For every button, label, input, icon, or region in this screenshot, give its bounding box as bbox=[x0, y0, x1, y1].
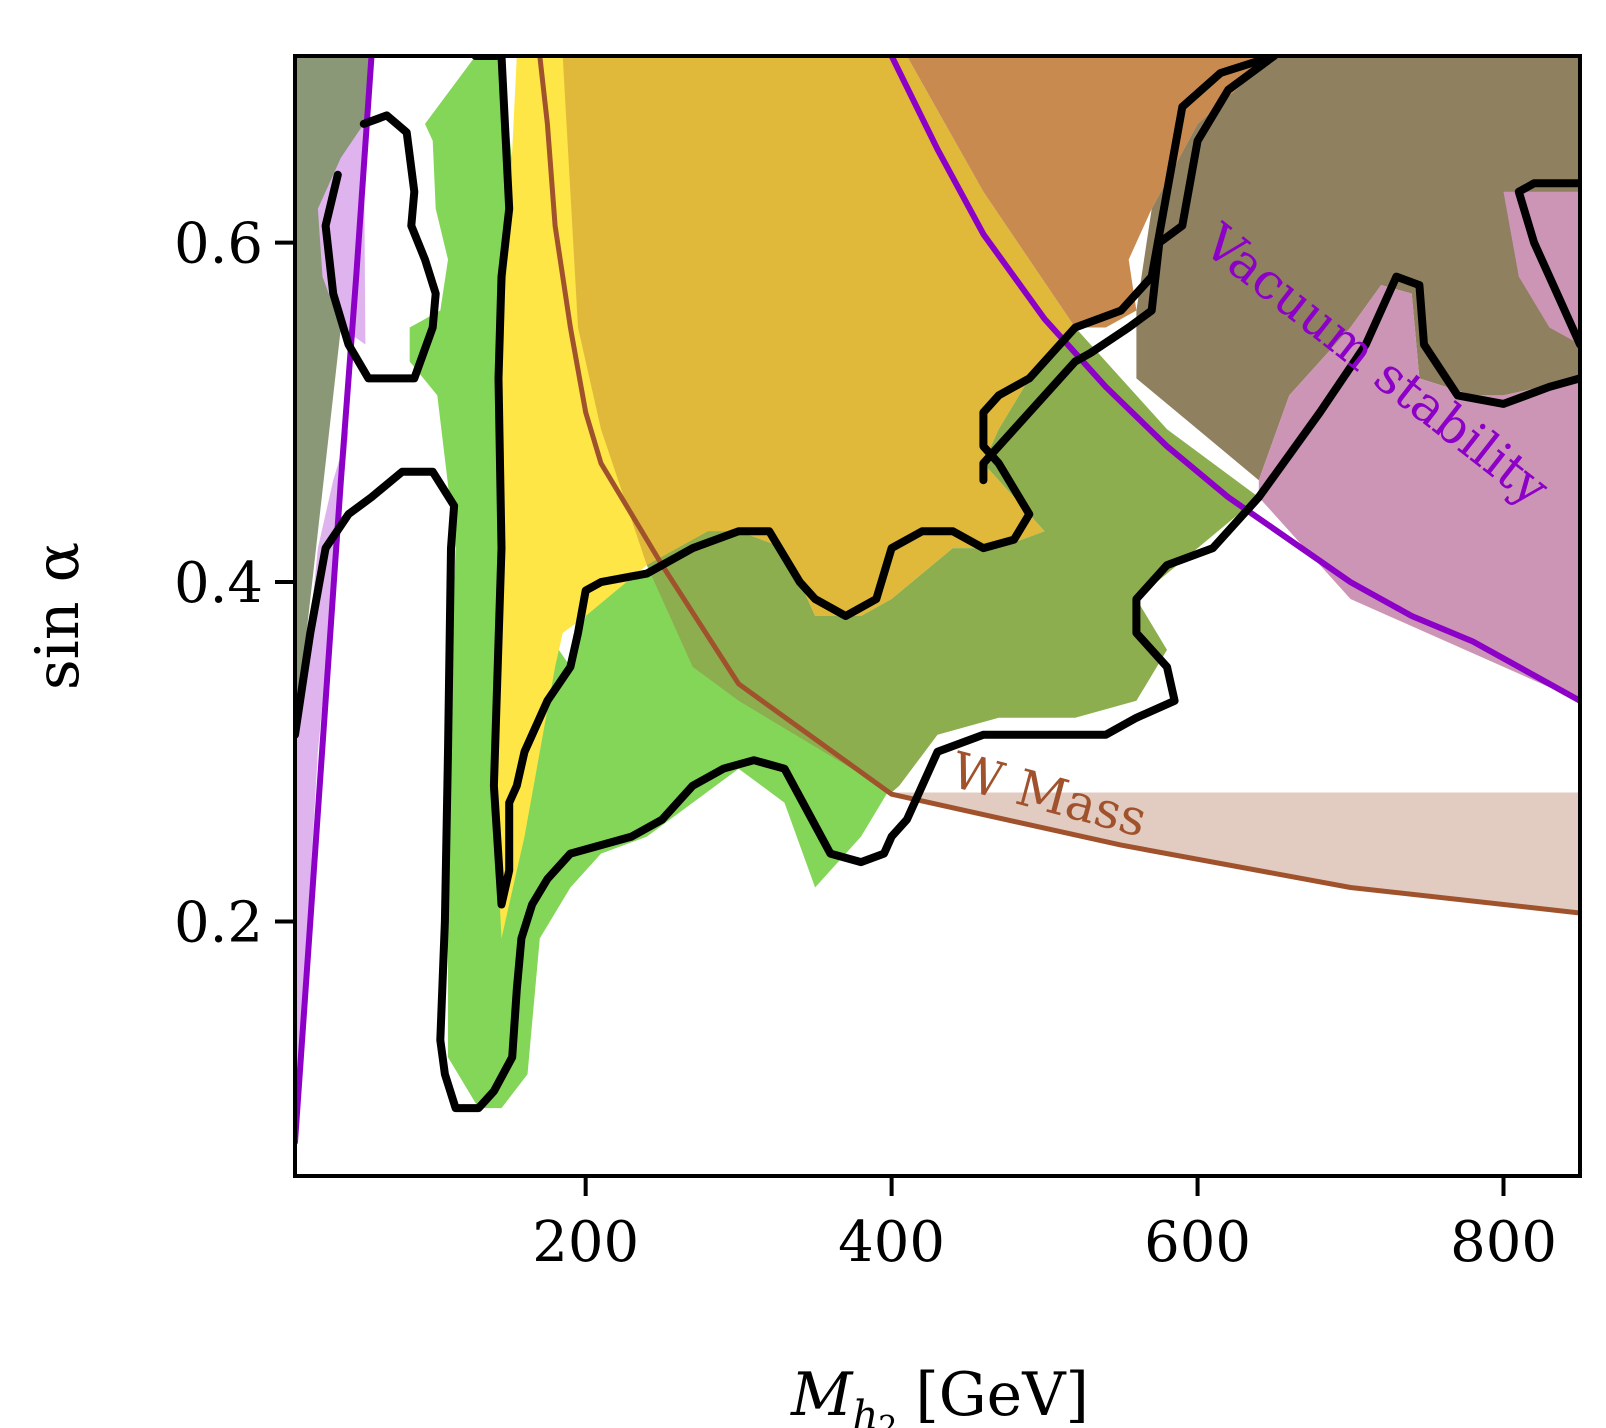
x-tick-label: 200 bbox=[532, 1210, 639, 1275]
x-tick-label: 600 bbox=[1144, 1210, 1251, 1275]
x-axis-title-unit: [GeV] bbox=[915, 1360, 1089, 1428]
vacuum-stability-line bbox=[888, 56, 1580, 704]
y-axis-title: sin α bbox=[23, 542, 93, 690]
contour-hole bbox=[321, 111, 440, 383]
x-axis-title: Mh2 [GeV] bbox=[790, 1360, 1089, 1428]
olive-region bbox=[646, 327, 1259, 793]
green-region bbox=[409, 56, 892, 1109]
yellow-region bbox=[493, 56, 647, 939]
contour-taupe bbox=[979, 56, 1278, 485]
contour-main bbox=[471, 56, 1278, 909]
x-axis: 200 400 600 800 bbox=[532, 1176, 1557, 1275]
wmass-band bbox=[891, 792, 1580, 913]
y-tick-label: 0.6 bbox=[174, 212, 263, 277]
series-layer bbox=[295, 56, 1580, 1146]
contour-taupe-lower bbox=[1254, 272, 1580, 502]
x-axis-title-sub: h bbox=[852, 1393, 878, 1428]
contours-layer bbox=[295, 56, 1580, 1113]
goldenrod-region bbox=[562, 56, 1076, 616]
x-axis-title-main: M bbox=[790, 1360, 854, 1428]
y-axis: 0.2 0.4 0.6 bbox=[174, 212, 295, 955]
taupe-region bbox=[1136, 56, 1580, 481]
x-tick-label: 400 bbox=[838, 1210, 945, 1275]
y-tick-label: 0.2 bbox=[174, 890, 263, 955]
x-tick-label: 800 bbox=[1450, 1210, 1557, 1275]
contour-pink bbox=[1514, 179, 1580, 349]
plot-frame bbox=[293, 54, 1582, 1178]
regions-layer bbox=[295, 56, 1580, 1143]
y-tick-label: 0.4 bbox=[174, 551, 263, 616]
x-axis-title-subsub: 2 bbox=[878, 1410, 897, 1428]
w-mass-line bbox=[537, 56, 1580, 916]
contour-olive-lower bbox=[295, 467, 1263, 1113]
series-line-2 bbox=[295, 56, 375, 1146]
